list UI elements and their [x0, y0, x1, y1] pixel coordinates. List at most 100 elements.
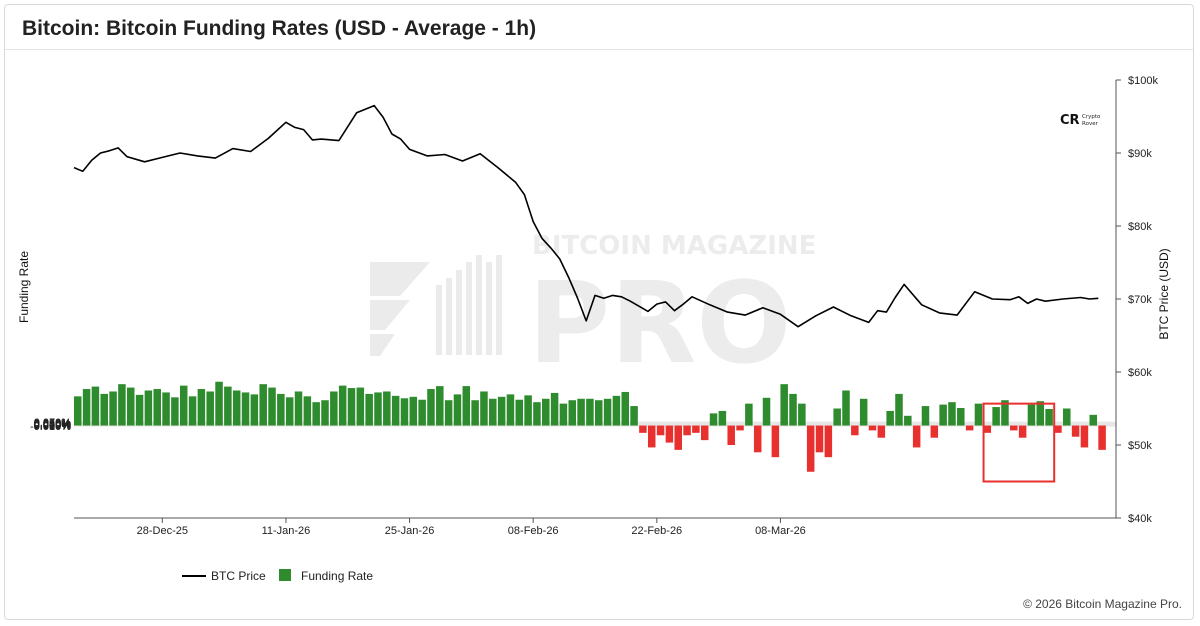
funding-bar-negative — [665, 425, 674, 443]
funding-bar-positive — [842, 390, 850, 426]
funding-bar-positive — [418, 399, 426, 426]
funding-bar-positive — [232, 390, 241, 426]
chart-header: Bitcoin: Bitcoin Funding Rates (USD - Av… — [4, 4, 1194, 50]
funding-bar-positive — [330, 391, 338, 426]
funding-bar-positive — [745, 403, 753, 426]
watermark-line2: PRO — [528, 259, 792, 389]
funding-bar-positive — [347, 388, 356, 426]
funding-bar-negative — [1054, 425, 1062, 433]
funding-bar-positive — [542, 398, 550, 426]
funding-bar-negative — [727, 425, 735, 445]
funding-bar-positive — [321, 400, 329, 426]
funding-bar-positive — [789, 393, 797, 426]
funding-bar-positive — [480, 391, 488, 426]
funding-bar-positive — [895, 393, 903, 426]
funding-bar-negative — [912, 425, 921, 448]
legend-label-price: BTC Price — [211, 569, 266, 583]
funding-bar-positive — [250, 394, 259, 426]
left-tick-label: 0.050% — [34, 418, 72, 430]
funding-bar-positive — [506, 394, 515, 426]
right-axis-title: BTC Price (USD) — [1157, 248, 1171, 339]
crypto-rover-line1: Crypto — [1082, 114, 1101, 120]
funding-bar-negative — [1071, 425, 1080, 437]
right-tick-label: $60k — [1128, 367, 1152, 379]
funding-bar-negative — [806, 425, 815, 472]
funding-bar-positive — [118, 384, 126, 426]
watermark-logo-icon — [370, 255, 502, 356]
watermark: BITCOIN MAGAZINE PRO — [370, 231, 816, 389]
funding-bar-positive — [74, 396, 82, 426]
funding-bar-negative — [815, 425, 824, 453]
x-tick-label: 08-Mar-26 — [755, 525, 806, 537]
funding-bar-positive — [171, 397, 179, 426]
funding-bar-positive — [904, 415, 912, 426]
legend-item-funding-rate[interactable]: Funding Rate — [279, 569, 373, 583]
left-tick-label: 0.000% — [34, 421, 72, 433]
x-tick-label: 08-Feb-26 — [508, 525, 559, 537]
highlight-box — [982, 402, 1056, 483]
funding-bar-positive — [126, 387, 135, 426]
funding-bar-positive — [365, 393, 373, 426]
left-axis-ticks: 0.070%0.060%0.050%0.040%0.030%0.020%0.01… — [30, 417, 71, 433]
funding-bar-positive — [568, 400, 577, 426]
funding-bar-positive — [312, 402, 320, 426]
right-tick-label: $40k — [1128, 513, 1152, 525]
x-tick-label: 11-Jan-26 — [262, 525, 311, 537]
funding-bar-positive — [957, 408, 965, 426]
funding-bar-positive — [833, 408, 841, 426]
funding-bar-positive — [356, 387, 365, 426]
legend-item-btc-price[interactable]: BTC Price — [182, 569, 266, 583]
right-tick-label: $100k — [1128, 75, 1158, 87]
x-tick-label: 22-Feb-26 — [631, 525, 682, 537]
highlight-rectangle — [982, 402, 1056, 483]
legend-label-funding: Funding Rate — [301, 569, 373, 583]
left-tick-label: 0.020% — [34, 420, 72, 432]
funding-bar-positive — [303, 396, 312, 426]
btc-price-series — [73, 104, 1099, 328]
funding-bar-positive — [444, 400, 453, 426]
funding-bar-positive — [921, 406, 930, 426]
funding-bar-positive — [462, 386, 471, 426]
funding-bar-negative — [930, 425, 939, 438]
funding-bar-positive — [1063, 408, 1071, 426]
funding-bar-positive — [709, 413, 718, 426]
funding-bar-positive — [188, 396, 197, 426]
x-tick-label: 25-Jan-26 — [385, 525, 435, 537]
funding-bar-positive — [550, 392, 559, 426]
funding-bar-negative — [683, 425, 691, 436]
btc-price-line — [73, 104, 1099, 328]
funding-bar-positive — [224, 386, 232, 426]
left-tick-label: -0.010% — [30, 421, 71, 433]
funding-bar-positive — [135, 394, 144, 426]
right-axis-ticks: $100k $90k $80k $70k $60k $50k $40k — [1116, 75, 1158, 525]
left-tick-label: 0.030% — [34, 419, 72, 431]
funding-bar-negative — [1018, 425, 1027, 438]
funding-bar-positive — [91, 386, 100, 426]
funding-bar-negative — [965, 425, 974, 431]
funding-bar-positive — [338, 385, 347, 426]
funding-bar-positive — [391, 395, 400, 426]
funding-bar-positive — [524, 395, 532, 426]
funding-bar-positive — [497, 396, 506, 426]
funding-bar-positive — [939, 404, 947, 426]
left-tick-label: 0.060% — [34, 418, 72, 430]
funding-bar-positive — [1001, 400, 1009, 426]
funding-bar-positive — [559, 403, 568, 426]
right-tick-label: $80k — [1128, 221, 1152, 233]
funding-rate-area — [74, 381, 1106, 472]
funding-bar-negative — [983, 425, 992, 433]
funding-bar-negative — [1098, 425, 1106, 450]
funding-bar-positive — [206, 391, 214, 426]
funding-bar-positive — [400, 398, 409, 426]
x-tick-label: 28-Dec-25 — [137, 525, 188, 537]
funding-bar-positive — [1036, 401, 1045, 426]
funding-bar-positive — [859, 398, 868, 426]
funding-bar-positive — [383, 391, 391, 426]
funding-bar-negative — [1080, 425, 1089, 448]
legend[interactable]: BTC Price Funding Rate — [182, 569, 373, 583]
copyright-text: © 2026 Bitcoin Magazine Pro. — [1023, 597, 1182, 611]
funding-bar-positive — [621, 391, 629, 426]
funding-bar-negative — [656, 425, 665, 436]
funding-bar-positive — [277, 393, 285, 426]
funding-bar-positive — [153, 389, 161, 426]
